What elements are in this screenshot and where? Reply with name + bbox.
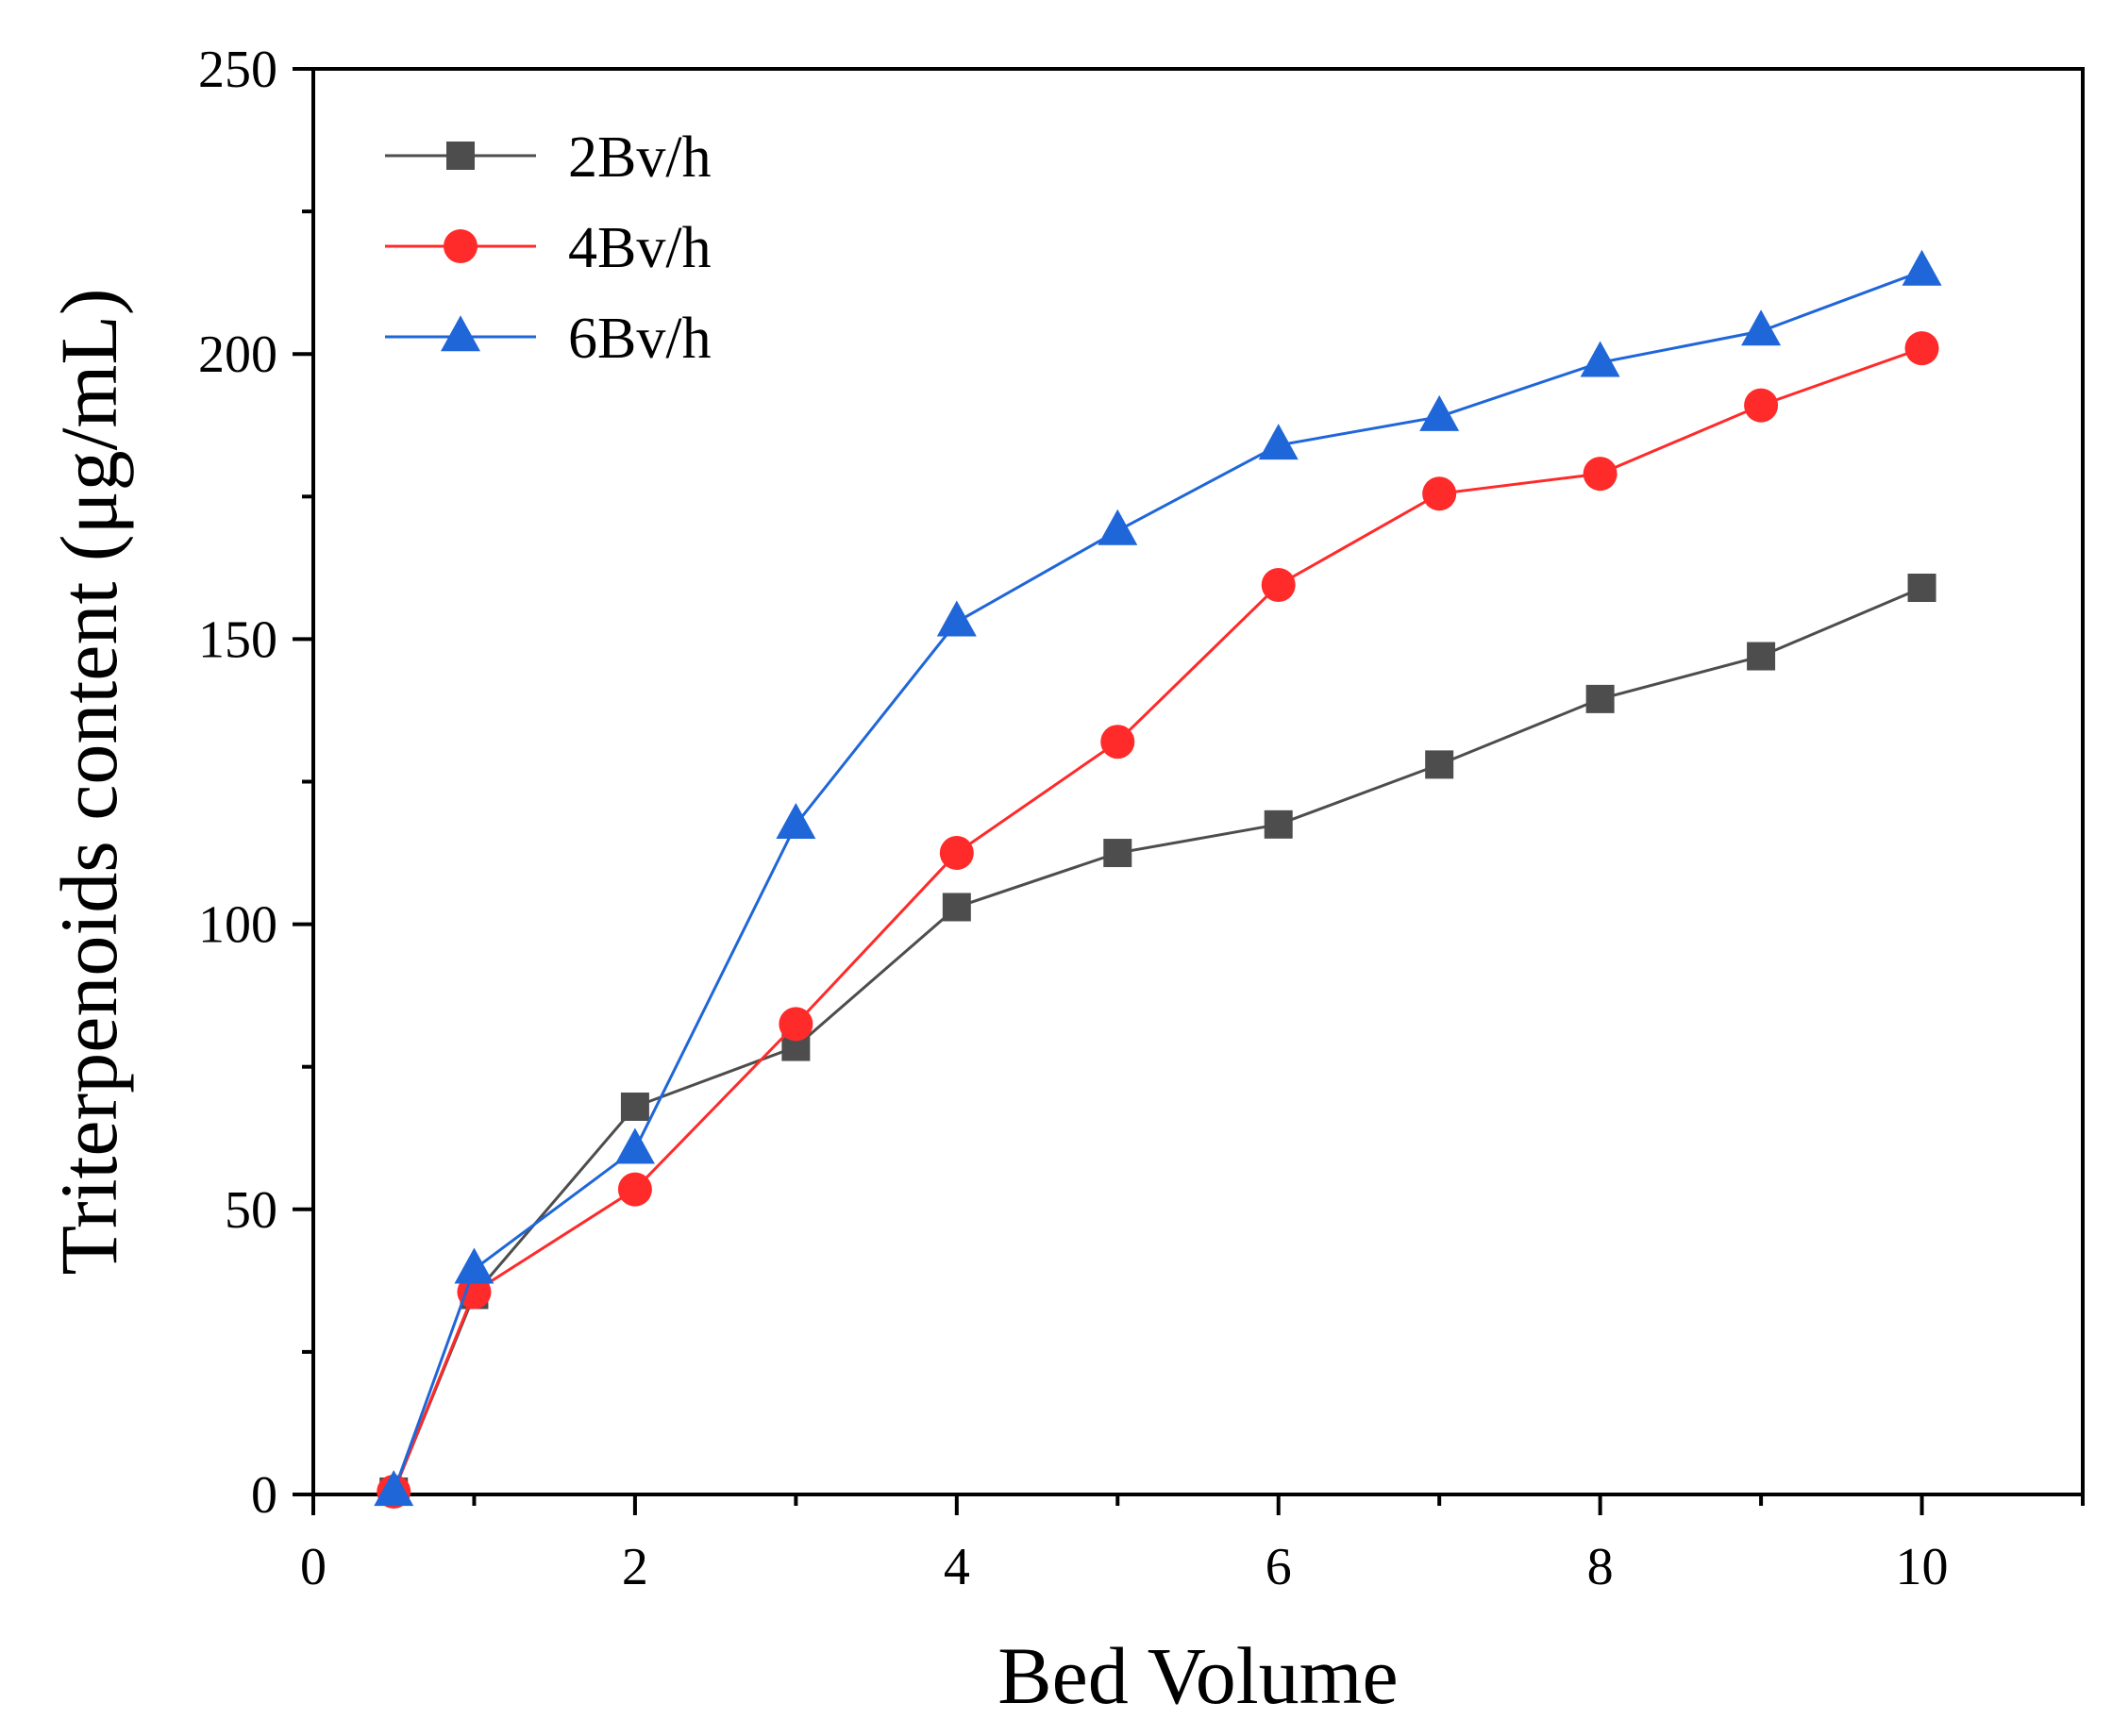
legend-item: 6Bv/h xyxy=(385,307,712,371)
data-point xyxy=(939,836,974,871)
y-tick-label: 50 xyxy=(225,1181,277,1240)
data-point xyxy=(1100,725,1135,760)
legend-marker xyxy=(446,142,475,170)
legend-label: 2Bv/h xyxy=(568,125,712,190)
data-point xyxy=(1258,424,1299,460)
series-group xyxy=(374,249,1942,1509)
x-tick-label: 10 xyxy=(1896,1538,1949,1596)
data-point xyxy=(620,1093,649,1122)
data-point xyxy=(1907,574,1936,603)
data-point xyxy=(1747,642,1776,671)
data-point xyxy=(1902,249,1942,286)
data-point xyxy=(1098,509,1138,545)
legend: 2Bv/h 4Bv/h 6Bv/h xyxy=(385,125,712,371)
legend-label: 4Bv/h xyxy=(568,216,712,280)
y-tick-label: 150 xyxy=(198,610,277,669)
series-line xyxy=(392,586,1923,1493)
data-point xyxy=(1741,309,1782,346)
data-point xyxy=(1744,388,1779,423)
plot-frame xyxy=(311,67,2085,1496)
data-point xyxy=(1261,567,1296,602)
y-tick-label: 0 xyxy=(251,1466,277,1525)
legend-label: 6Bv/h xyxy=(568,307,712,371)
data-point xyxy=(1425,750,1454,779)
data-point xyxy=(454,1247,494,1284)
plot-area xyxy=(311,67,2085,1496)
y-tick-label: 200 xyxy=(198,326,277,384)
data-point xyxy=(936,600,977,637)
data-point xyxy=(1264,810,1293,839)
y-tick-label: 100 xyxy=(198,896,277,955)
series-2 xyxy=(377,331,1939,1509)
data-point xyxy=(1583,457,1618,492)
legend-marker xyxy=(441,315,480,352)
series-line xyxy=(392,346,1923,1493)
y-tick-label: 250 xyxy=(198,41,277,99)
data-point xyxy=(374,1470,414,1507)
data-point xyxy=(614,1127,655,1164)
legend-marker xyxy=(444,229,478,263)
series-line xyxy=(392,270,1923,1493)
data-point xyxy=(776,803,816,840)
series-1 xyxy=(379,574,1936,1506)
data-point xyxy=(1904,331,1939,366)
data-point xyxy=(617,1172,652,1207)
data-point xyxy=(1580,341,1620,377)
data-point xyxy=(1422,476,1457,511)
data-point xyxy=(942,893,971,922)
data-point xyxy=(1419,394,1460,431)
x-tick-label: 4 xyxy=(944,1538,970,1596)
x-axis-title: Bed Volume xyxy=(997,1630,1398,1721)
x-tick-label: 2 xyxy=(622,1538,648,1596)
legend-item: 2Bv/h xyxy=(385,125,712,190)
data-point xyxy=(779,1007,813,1042)
x-tick-label: 6 xyxy=(1266,1538,1292,1596)
data-point xyxy=(1585,684,1615,713)
x-tick-label: 0 xyxy=(300,1538,327,1596)
y-axis-title: Triterpenoids content (μg/mL) xyxy=(43,288,134,1275)
x-tick-label: 8 xyxy=(1587,1538,1614,1596)
legend-item: 4Bv/h xyxy=(385,216,712,280)
data-point xyxy=(1103,839,1132,868)
series-3 xyxy=(374,249,1942,1507)
